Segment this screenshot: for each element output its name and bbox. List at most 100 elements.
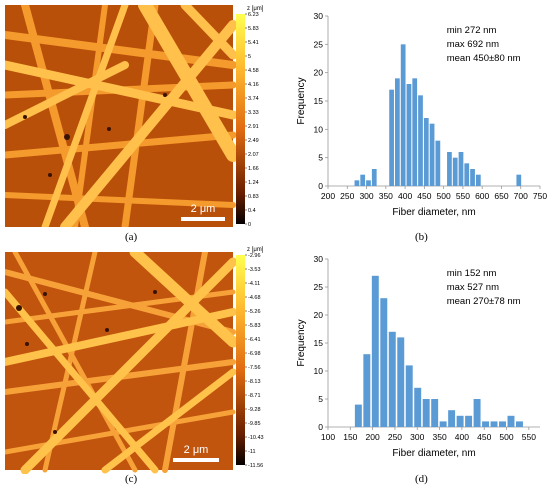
histogram-b-x-tick-label: 600 [475, 191, 489, 201]
panel-label-b: (b) [415, 231, 428, 243]
colorbar-c-tick-label: -3.53 [248, 267, 261, 273]
afm-image-c: 2 μm [5, 252, 237, 474]
colorbar-c-tick-label: -9.85 [248, 421, 261, 427]
colorbar-a: z [μm] 6.23 5.83 5.41 5 4.58 4.16 3.74 3.33 2.91… [236, 6, 264, 228]
histogram-b-bar [429, 123, 435, 186]
histogram-d-bar [448, 410, 456, 427]
histogram-b-x-tick-label: 450 [417, 191, 431, 201]
histogram-b-xlabel: Fiber diameter, nm [392, 207, 475, 218]
histogram-d-x-tick-label: 550 [522, 432, 536, 442]
histogram-d-bar [354, 404, 362, 427]
histogram-d-x-tick-label: 300 [410, 432, 424, 442]
histogram-b-bar [452, 157, 458, 186]
histogram-d-y-tick-label: 5 [318, 394, 323, 404]
histogram-d-annotation: mean 270±78 nm [447, 296, 521, 307]
histogram-b-bar [423, 118, 429, 186]
histogram-d-x-tick-label: 500 [499, 432, 513, 442]
histogram-d-bar [431, 399, 439, 427]
histogram-d-bar [507, 415, 515, 427]
colorbar-a-tick-label: 1.24 [248, 180, 259, 186]
colorbar-c-tick-label: -10.43 [248, 435, 264, 441]
histogram-d-x-tick-label: 150 [343, 432, 357, 442]
colorbar-c-tick-label: -4.11 [248, 281, 260, 287]
colorbar-a-tick-label: 2.49 [248, 138, 259, 144]
histogram-d-xlabel: Fiber diameter, nm [392, 448, 475, 459]
panel-label-a: (a) [125, 231, 138, 243]
panel-label-d: (d) [415, 473, 428, 485]
histogram-b-x-tick-label: 350 [379, 191, 393, 201]
colorbar-a-tick-label: 5.83 [248, 26, 259, 32]
colorbar-a-tick-label: 0.4 [248, 208, 256, 214]
histogram-b-x-tick-label: 550 [456, 191, 470, 201]
histogram-b: 0 5 10 15 20 25 30 200 250 300 350 400 450 500 550 600 6… [296, 11, 547, 218]
histogram-b-bar [400, 44, 406, 187]
colorbar-a-tick-label: 1.66 [248, 166, 259, 172]
colorbar-c-tick-label: -2.96 [248, 253, 261, 259]
histogram-d-bar [499, 421, 506, 427]
histogram-b-y-tick-label: 5 [318, 153, 323, 163]
histogram-d-bar [380, 298, 388, 427]
colorbar-c-tick-label: -6.41 [248, 337, 261, 343]
colorbar-c-tick-label: -8.13 [248, 379, 261, 385]
histogram-d-x-tick-label: 250 [388, 432, 402, 442]
colorbar-a-tick-label: 0 [248, 222, 251, 228]
histogram-b-x-tick-label: 200 [321, 191, 335, 201]
colorbar-a-tick-label: 5 [248, 54, 251, 60]
histogram-b-y-tick-label: 30 [314, 11, 324, 21]
histogram-b-bar [395, 78, 400, 186]
histogram-d-bar [422, 399, 430, 427]
histogram-b-annotation: min 272 nm [447, 25, 497, 36]
histogram-d-x-tick-label: 350 [432, 432, 446, 442]
colorbar-c-tick-label: -7.56 [248, 365, 261, 371]
histogram-b-y-tick-label: 10 [314, 124, 324, 134]
colorbar-a-tick-label: 0.83 [248, 194, 259, 200]
histogram-b-bar [470, 169, 475, 186]
colorbar-c: z [μm] -2.96 -3.53 -4.11 -4.68 -5.26 -5.83 -6.… [236, 247, 264, 469]
histogram-d-y-tick-label: 0 [318, 422, 323, 432]
histogram-b-x-tick-label: 700 [514, 191, 528, 201]
histogram-b-y-tick-label: 20 [314, 68, 324, 78]
histogram-b-bar [360, 174, 366, 186]
afm-topography-c [5, 252, 237, 474]
histogram-d-bar [482, 421, 490, 427]
colorbar-gradient-c [236, 255, 245, 465]
histogram-d-y-tick-label: 30 [314, 254, 324, 264]
histogram-d-bar [371, 275, 379, 427]
colorbar-unit-c: z [μm] [247, 247, 264, 253]
histogram-b-bar [435, 140, 441, 186]
histogram-d-bar [405, 365, 413, 427]
histogram-b-bar [406, 84, 412, 186]
histogram-b-y-tick-label: 25 [314, 39, 324, 49]
colorbar-a-tick-label: 4.58 [248, 68, 259, 74]
histogram-d-bar [456, 415, 464, 427]
colorbar-a-tick-label: 2.07 [248, 152, 259, 158]
colorbar-c-tick-label: -5.83 [248, 323, 261, 329]
histogram-b-x-tick-label: 750 [533, 191, 547, 201]
colorbar-gradient-a [236, 14, 245, 224]
histogram-b-bar [516, 174, 522, 186]
scale-bar-label-a: 2 μm [191, 203, 216, 215]
histogram-b-bar [354, 180, 360, 186]
afm-topography-a [5, 5, 237, 227]
histogram-d-bar [414, 387, 422, 427]
histogram-b-ylabel: Frequency [296, 77, 307, 124]
histogram-d-y-tick-label: 25 [314, 282, 324, 292]
colorbar-a-tick-label: 2.91 [248, 124, 259, 130]
histogram-b-bar [464, 163, 470, 186]
histogram-b-x-tick-label: 300 [359, 191, 373, 201]
afm-image-a: 2 μm [5, 5, 237, 227]
histogram-b-x-tick-label: 400 [398, 191, 412, 201]
histogram-d-bar [397, 337, 405, 427]
histogram-b-annotation: max 692 nm [447, 39, 499, 50]
histogram-d-x-tick-label: 450 [477, 432, 491, 442]
histogram-b-bar [418, 95, 423, 186]
histogram-d-bar [515, 421, 523, 427]
histogram-d-bar [465, 415, 473, 427]
histogram-d-y-tick-label: 15 [314, 338, 324, 348]
colorbar-a-tick-label: 3.33 [248, 110, 259, 116]
colorbar-c-tick-label: -9.28 [248, 407, 261, 413]
scale-bar-a [181, 217, 225, 221]
histogram-b-bar [371, 169, 377, 186]
colorbar-c-tick-label: -11.56 [248, 463, 263, 469]
scale-bar-c [173, 458, 219, 462]
